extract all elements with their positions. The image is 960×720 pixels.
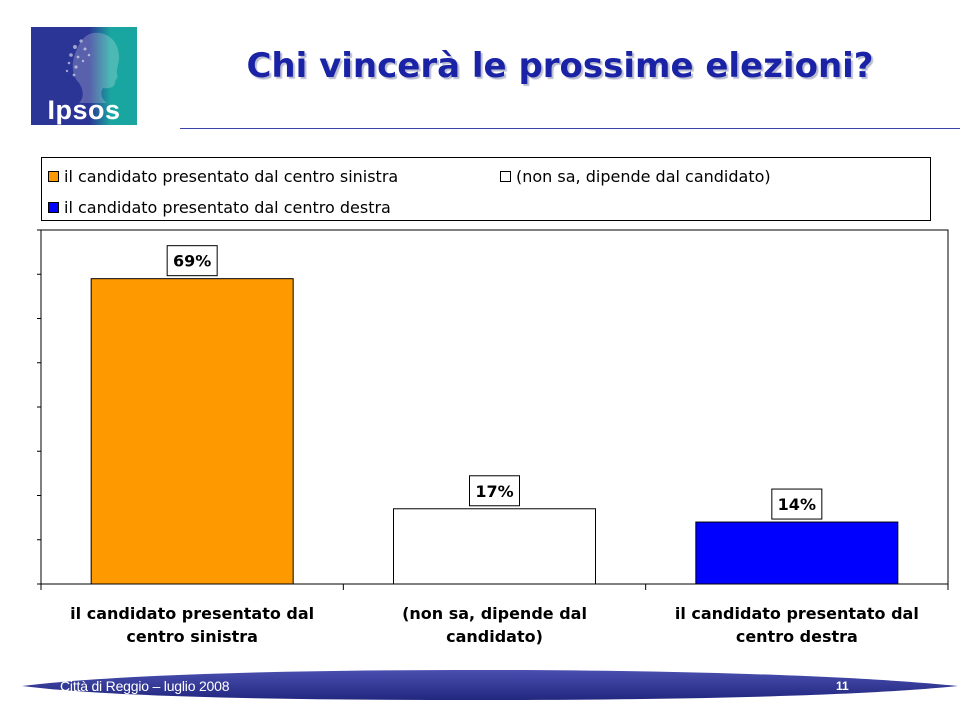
legend-label-centro-destra: il candidato presentato dal centro destr…: [64, 198, 391, 217]
category-label-2-line-0: il candidato presentato dal: [675, 604, 919, 623]
legend-swatch-centro-sinistra: [48, 171, 59, 182]
y-axis-ticks: [37, 229, 949, 590]
data-label-2: 14%: [778, 495, 816, 514]
logo-text: Ipsos: [47, 95, 121, 125]
page-title: Chi vincerà le prossime elezioni?: [246, 46, 874, 86]
legend-item-centro-sinistra: il candidato presentato dal centro sinis…: [48, 167, 398, 186]
bars: [90, 278, 899, 585]
legend-label-centro-sinistra: il candidato presentato dal centro sinis…: [64, 167, 399, 186]
legend-swatch-centro-destra: [48, 202, 59, 213]
data-label-box-2: [771, 488, 823, 520]
bar-1: [393, 508, 596, 585]
category-labels: il candidato presentato dal centro sinist…: [70, 604, 919, 646]
footer-band: [22, 670, 958, 700]
legend-label-non-sa: (non sa, dipende dal candidato): [516, 167, 771, 186]
ipsos-logo: Ipsos: [31, 27, 137, 125]
data-label-0: 69%: [173, 252, 211, 271]
page-number: 11: [836, 679, 849, 693]
category-label-0-line-1: centro sinistra: [126, 627, 258, 646]
footer-text: Città di Reggio – luglio 2008: [60, 678, 230, 694]
data-label-1: 17%: [475, 482, 513, 501]
data-label-box-1: [469, 475, 520, 507]
bar-0: [90, 278, 294, 585]
category-label-0-line-0: il candidato presentato dal: [70, 604, 314, 623]
data-labels: 69% 17% 14%: [166, 245, 823, 520]
ipsos-logo-mark: [31, 27, 137, 125]
category-label-1-line-1: candidato): [446, 627, 543, 646]
legend-swatch-non-sa: [500, 171, 511, 182]
legend-item-non-sa: (non sa, dipende dal candidato): [500, 167, 771, 186]
bar-chart: 69% 17% 14% il candidato presentato dal cen…: [37, 229, 949, 646]
chart-legend: il candidato presentato dal centro sinis…: [41, 157, 931, 221]
bar-2: [695, 521, 899, 585]
category-label-1-line-0: (non sa, dipende dal: [402, 604, 587, 623]
data-label-box-0: [166, 245, 218, 277]
title-divider: [180, 128, 960, 129]
category-label-2-line-1: centro destra: [736, 627, 858, 646]
legend-item-centro-destra: il candidato presentato dal centro destr…: [48, 198, 391, 217]
